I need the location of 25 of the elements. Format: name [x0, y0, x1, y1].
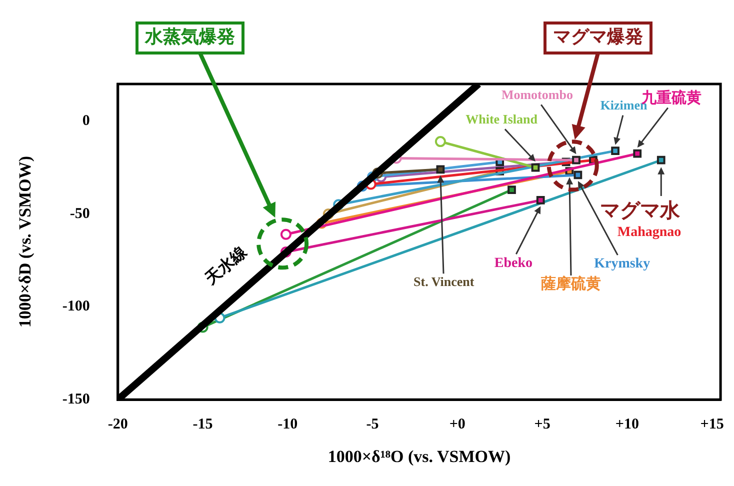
x-tick-label: -10	[278, 416, 298, 432]
x-tick-label: +15	[700, 416, 724, 432]
x-tick-label: -5	[366, 416, 379, 432]
x-tick-label: -20	[108, 416, 128, 432]
text: 天水線	[200, 241, 251, 289]
x-axis-title: 1000×δ¹⁸O (vs. VSMOW)	[328, 447, 511, 466]
y-tick-label: 0	[82, 113, 90, 130]
series-label: White Island	[466, 112, 538, 127]
text: Mahagnao	[617, 225, 682, 240]
annotation: マグマ水	[600, 198, 681, 222]
text: Ebeko	[494, 256, 532, 271]
text: Krymsky	[594, 256, 650, 272]
text: Momotombo	[501, 87, 573, 102]
text: 水蒸気爆発	[144, 26, 235, 48]
y-tick-label: -150	[62, 391, 90, 408]
x-tick-label: -15	[192, 416, 213, 432]
y-axis-title: 1000×δD (vs. VSMOW)	[16, 156, 35, 328]
text: St. Vincent	[414, 274, 475, 289]
x-tick-label: +10	[615, 416, 639, 432]
text: マグマ爆発	[553, 26, 643, 48]
text: 薩摩硫黄	[540, 274, 602, 292]
y-tick-label: -100	[62, 298, 90, 315]
y-tick-label: -50	[70, 206, 90, 222]
x-tick-label: +0	[449, 416, 466, 432]
x-tick-label: +5	[534, 416, 550, 432]
